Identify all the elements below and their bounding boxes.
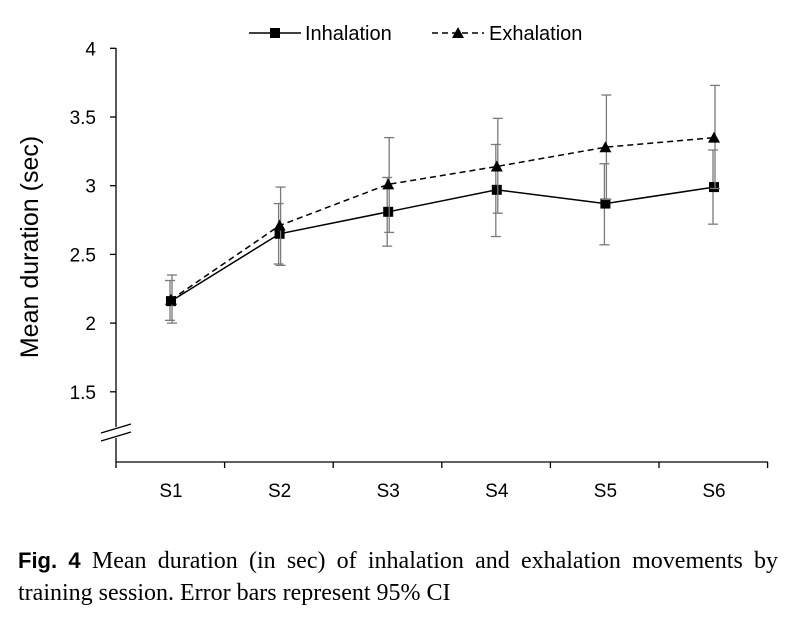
- y-tick-label: 4: [85, 39, 96, 60]
- data-point-square: [600, 198, 611, 209]
- figure-label: Fig. 4: [18, 548, 81, 573]
- x-tick-label: S5: [594, 481, 617, 502]
- data-point-triangle: [708, 131, 720, 143]
- legend-item-inhalation: Inhalation: [249, 23, 392, 45]
- data-point-triangle: [490, 160, 503, 172]
- data-point-square: [274, 228, 285, 239]
- data-point-triangle: [599, 141, 612, 153]
- y-tick-label: 1.5: [70, 383, 96, 404]
- plot-area: [165, 84, 720, 324]
- data-point-triangle: [165, 293, 177, 305]
- figure-caption: Fig. 4 Mean duration (in sec) of inhalat…: [18, 545, 778, 609]
- legend-marker-square: [270, 28, 280, 38]
- chart-axes: 1.5 2 2.5 3 3.5 4 S1 S2 S3 S4 S5 S6: [70, 39, 769, 502]
- series-inhalation: [165, 143, 719, 322]
- data-point-triangle: [382, 178, 395, 190]
- x-tick-label: S2: [268, 481, 291, 502]
- axis-break-mark: [100, 431, 132, 442]
- y-tick-label: 3.5: [70, 108, 96, 129]
- y-tick-label: 3: [85, 177, 96, 198]
- caption-text: Mean duration (in sec) of inhalation and…: [18, 548, 778, 606]
- legend-item-exhalation: Exhalation: [432, 23, 582, 45]
- data-point-square: [383, 206, 394, 217]
- legend-label: Inhalation: [305, 23, 392, 45]
- y-tick-label: 2.5: [70, 245, 96, 266]
- axis-break-mark: [100, 423, 132, 434]
- series-line: [170, 136, 715, 301]
- data-point-square: [491, 184, 502, 195]
- series-exhalation: [165, 84, 720, 324]
- legend-marker-triangle: [452, 27, 464, 38]
- x-tick-label: S4: [485, 481, 509, 502]
- series-line: [170, 186, 715, 302]
- x-tick-label: S1: [159, 481, 182, 502]
- x-tick-label: S6: [702, 481, 725, 502]
- y-tick-label: 2: [85, 314, 96, 335]
- x-tick-label: S3: [377, 481, 400, 502]
- legend-label: Exhalation: [489, 23, 582, 45]
- data-point-square: [709, 182, 719, 193]
- data-point-triangle: [273, 219, 286, 231]
- y-axis-title: Mean duration (sec): [16, 136, 44, 358]
- line-chart: Inhalation Exhalation Mean duration (sec)…: [16, 23, 769, 502]
- chart-legend: Inhalation Exhalation: [249, 23, 582, 45]
